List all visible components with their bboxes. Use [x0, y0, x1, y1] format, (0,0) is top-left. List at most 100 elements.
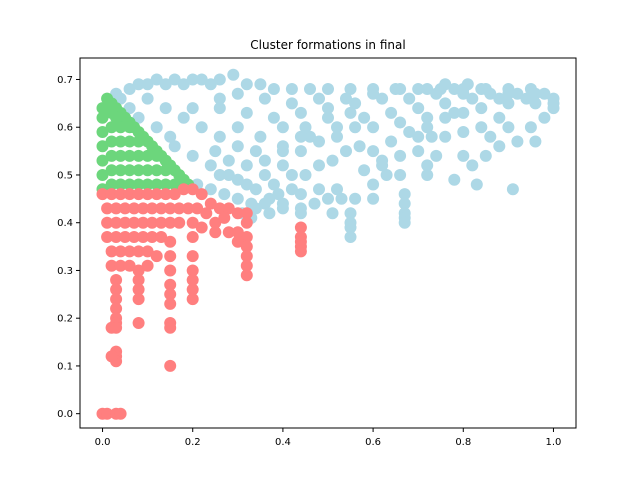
data-point [340, 92, 352, 105]
data-point [159, 102, 172, 115]
data-point [132, 293, 145, 306]
data-point [186, 231, 199, 243]
data-point [209, 216, 222, 229]
data-point [461, 78, 474, 91]
data-point [105, 149, 118, 162]
data-point [493, 140, 506, 153]
data-point [200, 207, 213, 220]
data-point [475, 102, 488, 115]
data-point [353, 140, 366, 153]
data-point [403, 126, 416, 138]
data-point [267, 111, 280, 124]
data-point [164, 288, 177, 301]
data-point [349, 97, 362, 110]
data-point [344, 231, 357, 243]
data-point [254, 130, 267, 143]
data-point [146, 202, 159, 215]
data-point [186, 283, 199, 296]
data-point [430, 87, 443, 100]
data-point [186, 274, 199, 286]
data-point [466, 159, 479, 172]
data-point [529, 97, 542, 110]
data-point [105, 135, 118, 148]
data-point [96, 102, 109, 115]
ticks-layer: 0.0 0.2 0.4 0.6 0.8 1.0 0.0 0.1 0.2 0.3 0.4 0.5 0.6 0… [57, 75, 561, 448]
data-point [493, 111, 506, 124]
data-point [470, 178, 483, 191]
data-point [398, 188, 411, 201]
data-point [335, 192, 348, 205]
data-point [263, 207, 276, 220]
data-point [403, 92, 416, 105]
data-point [231, 173, 244, 186]
data-point [105, 121, 118, 134]
data-point [132, 264, 145, 277]
data-point [511, 135, 524, 148]
data-point [258, 92, 271, 105]
data-point [114, 92, 127, 105]
data-point [186, 149, 199, 162]
data-point [110, 302, 123, 315]
data-point [227, 68, 240, 81]
plot-frame [79, 57, 577, 429]
data-point [240, 159, 253, 172]
data-point [240, 207, 253, 220]
data-point [204, 183, 217, 196]
data-point [326, 154, 339, 167]
data-point [349, 192, 362, 205]
data-point [457, 87, 470, 100]
data-point [285, 83, 298, 95]
data-point [249, 202, 262, 215]
data-point [340, 145, 352, 158]
data-point [331, 121, 343, 134]
data-point [394, 149, 407, 162]
data-point [240, 78, 253, 91]
data-point [132, 178, 145, 191]
data-point [294, 145, 307, 158]
data-point [412, 130, 425, 143]
data-point [177, 111, 190, 124]
data-point [412, 102, 425, 115]
data-point [114, 164, 127, 177]
data-point [186, 102, 199, 115]
data-point [344, 83, 357, 95]
data-point [155, 231, 168, 243]
data-point [331, 130, 343, 143]
data-point [502, 97, 515, 110]
data-point [313, 183, 325, 196]
data-point [110, 274, 123, 286]
data-point [425, 130, 438, 143]
data-point [137, 202, 150, 215]
data-point [285, 183, 298, 196]
data-point [110, 283, 123, 296]
y-tick-label: 0.3 [57, 266, 73, 277]
data-point [412, 145, 425, 158]
data-point [110, 293, 123, 306]
data-point [123, 121, 136, 134]
data-point [213, 73, 226, 86]
data-point [448, 106, 461, 119]
data-point [276, 202, 289, 215]
data-point [141, 188, 154, 201]
data-point [159, 188, 172, 201]
data-point [132, 78, 145, 91]
data-point [146, 231, 159, 243]
data-point [141, 149, 154, 162]
data-point [119, 231, 132, 243]
data-point [195, 188, 208, 201]
data-point [304, 83, 316, 95]
data-point [132, 149, 145, 162]
data-point [110, 216, 123, 229]
data-point [110, 111, 123, 124]
data-point [326, 207, 339, 220]
data-point [367, 145, 380, 158]
data-point [186, 73, 199, 86]
data-point [150, 188, 163, 201]
data-point [137, 231, 150, 243]
data-point [114, 135, 127, 148]
data-point [231, 140, 244, 153]
data-point [322, 111, 334, 124]
data-point [231, 226, 244, 239]
data-point [164, 264, 177, 277]
